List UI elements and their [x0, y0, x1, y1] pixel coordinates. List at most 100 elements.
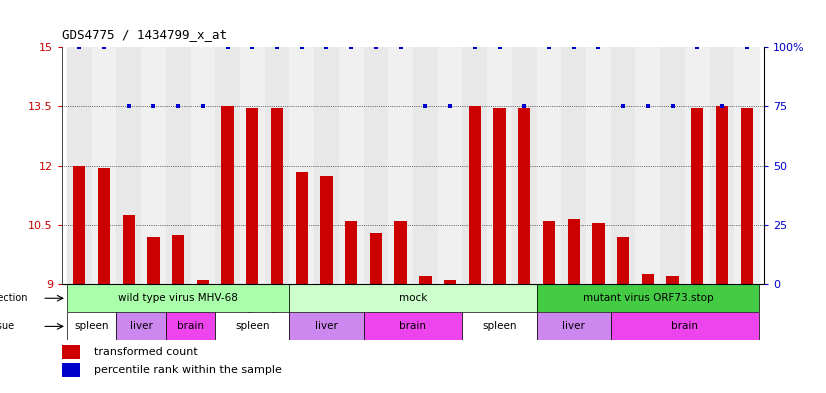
Bar — [512, 47, 537, 284]
Text: percentile rank within the sample: percentile rank within the sample — [93, 365, 282, 375]
Bar — [487, 47, 512, 284]
Bar — [67, 312, 116, 340]
Bar — [444, 280, 456, 284]
Bar — [216, 47, 240, 284]
Text: brain: brain — [672, 321, 699, 331]
Point — [591, 44, 605, 50]
Bar — [122, 215, 135, 284]
Bar — [363, 312, 463, 340]
Bar — [586, 47, 610, 284]
Bar — [320, 176, 333, 284]
Text: infection: infection — [0, 293, 28, 303]
Bar — [691, 108, 704, 284]
Text: brain: brain — [177, 321, 204, 331]
Bar — [363, 47, 388, 284]
Bar — [710, 47, 734, 284]
Point — [221, 44, 235, 50]
Text: GDS4775 / 1434799_x_at: GDS4775 / 1434799_x_at — [62, 28, 227, 41]
Bar — [264, 47, 289, 284]
Bar — [67, 284, 289, 312]
Bar — [419, 276, 431, 284]
Bar — [339, 47, 363, 284]
Point — [616, 103, 629, 110]
Point — [691, 44, 704, 50]
Bar — [216, 312, 289, 340]
Point — [567, 44, 581, 50]
Text: tissue: tissue — [0, 321, 14, 331]
Bar — [635, 47, 660, 284]
Bar — [92, 47, 116, 284]
Bar — [617, 237, 629, 284]
Bar — [191, 47, 216, 284]
Bar — [370, 233, 382, 284]
Bar — [314, 47, 339, 284]
Point — [320, 44, 333, 50]
Bar — [610, 47, 635, 284]
Bar — [468, 107, 481, 284]
Text: liver: liver — [315, 321, 338, 331]
Text: spleen: spleen — [74, 321, 109, 331]
Bar — [345, 221, 358, 284]
Point — [493, 44, 506, 50]
Bar — [221, 107, 234, 284]
Bar — [62, 363, 79, 377]
Text: spleen: spleen — [482, 321, 517, 331]
Point — [641, 103, 654, 110]
Bar — [97, 168, 110, 284]
Point — [147, 103, 160, 110]
Bar — [716, 107, 729, 284]
Point — [518, 103, 531, 110]
Point — [73, 44, 86, 50]
Bar — [741, 108, 753, 284]
Bar — [660, 47, 685, 284]
Bar — [685, 47, 710, 284]
Bar — [518, 108, 530, 284]
Point — [295, 44, 308, 50]
Point — [172, 103, 185, 110]
Bar — [642, 274, 654, 284]
Text: wild type virus MHV-68: wild type virus MHV-68 — [118, 293, 238, 303]
Point — [468, 44, 482, 50]
Point — [394, 44, 407, 50]
Bar — [537, 47, 562, 284]
Bar — [246, 108, 259, 284]
Bar — [271, 108, 283, 284]
Bar — [734, 47, 759, 284]
Bar — [73, 166, 85, 284]
Text: mutant virus ORF73.stop: mutant virus ORF73.stop — [582, 293, 713, 303]
Bar — [543, 221, 555, 284]
Bar — [116, 312, 166, 340]
Text: spleen: spleen — [235, 321, 269, 331]
Bar — [537, 284, 759, 312]
Text: mock: mock — [399, 293, 427, 303]
Bar — [610, 312, 759, 340]
Point — [419, 103, 432, 110]
Bar — [395, 221, 407, 284]
Point — [97, 44, 111, 50]
Bar — [62, 345, 79, 359]
Bar — [172, 235, 184, 284]
Bar — [463, 312, 537, 340]
Text: liver: liver — [563, 321, 585, 331]
Point — [245, 44, 259, 50]
Point — [197, 103, 210, 110]
Bar — [166, 47, 191, 284]
Text: liver: liver — [130, 321, 153, 331]
Bar — [388, 47, 413, 284]
Bar — [592, 223, 605, 284]
Point — [444, 103, 457, 110]
Bar — [166, 312, 216, 340]
Bar — [438, 47, 463, 284]
Point — [344, 44, 358, 50]
Point — [122, 103, 135, 110]
Bar — [197, 280, 209, 284]
Bar — [289, 284, 537, 312]
Point — [715, 103, 729, 110]
Point — [543, 44, 556, 50]
Bar — [296, 172, 308, 284]
Bar — [493, 108, 506, 284]
Bar — [413, 47, 438, 284]
Point — [740, 44, 753, 50]
Point — [270, 44, 283, 50]
Point — [369, 44, 382, 50]
